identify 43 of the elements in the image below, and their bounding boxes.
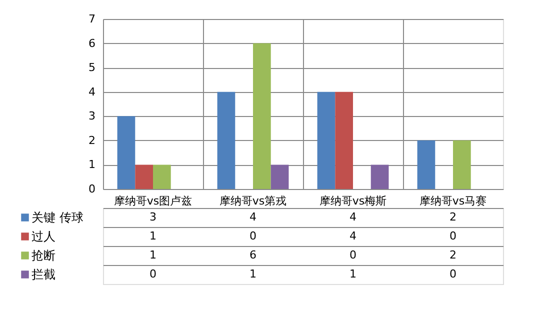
data-label: 1 (150, 248, 156, 262)
data-label: 1 (350, 268, 356, 280)
y-tick-label: 5 (88, 61, 96, 74)
y-tick-label: 1 (88, 158, 96, 172)
x-tick-label: 摩纳哥vs马赛 (419, 194, 487, 208)
legend-label: 抢断 (32, 248, 56, 262)
bar (370, 164, 389, 189)
data-label: 1 (150, 230, 156, 242)
x-tick-label: 摩纳哥vs第戎 (219, 194, 287, 208)
x-tick-label: 摩纳哥vs图卢兹 (114, 194, 192, 208)
bar (453, 140, 471, 189)
data-label: 6 (250, 248, 256, 262)
y-tick-label: 4 (88, 85, 96, 98)
data-label: 4 (350, 210, 356, 224)
legend-label: 过人 (32, 230, 56, 244)
data-label: 0 (250, 230, 256, 242)
y-tick-label: 6 (88, 36, 96, 50)
data-label: 0 (450, 268, 456, 280)
data-label: 3 (150, 210, 156, 224)
bar (117, 116, 136, 189)
legend-label: 关键 传球 (32, 210, 84, 224)
bar (335, 92, 353, 189)
data-label: 0 (350, 248, 356, 262)
bar (317, 92, 336, 189)
data-label: 0 (150, 268, 156, 280)
y-tick-label: 2 (88, 134, 96, 147)
bar (417, 140, 436, 189)
data-label: 4 (250, 210, 256, 224)
data-label: 0 (450, 230, 456, 242)
bar (217, 92, 236, 189)
bar (270, 164, 289, 189)
bar (135, 164, 153, 189)
y-tick-label: 0 (88, 182, 96, 196)
data-label: 2 (450, 248, 456, 262)
legend-label: 拦截 (32, 268, 56, 282)
x-tick-label: 摩纳哥vs梅斯 (319, 194, 387, 208)
y-tick-label: 3 (88, 110, 96, 123)
bar (253, 43, 271, 189)
data-label: 1 (250, 268, 256, 280)
data-label: 4 (350, 230, 356, 242)
data-label: 2 (450, 210, 456, 224)
bar (153, 164, 171, 189)
y-tick-label: 7 (88, 12, 96, 26)
